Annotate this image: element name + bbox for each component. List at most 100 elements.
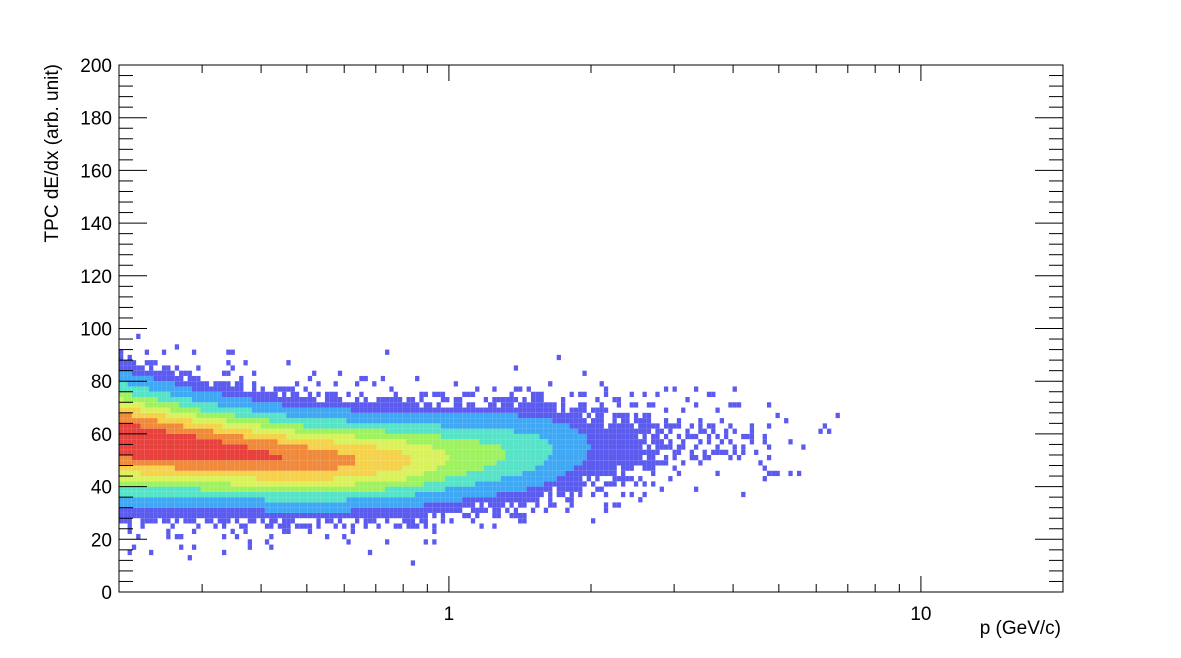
heatmap-cell <box>470 433 476 440</box>
heatmap-cell <box>367 402 373 408</box>
heatmap-cell <box>282 460 287 466</box>
heatmap-cell <box>127 412 132 419</box>
heatmap-cell <box>187 497 192 503</box>
heatmap-cell <box>256 502 261 508</box>
heatmap-cell <box>209 439 214 445</box>
heatmap-cell <box>230 454 235 461</box>
heatmap-cell <box>376 523 381 529</box>
heatmap-cell <box>410 512 416 519</box>
heatmap-cell <box>312 470 317 477</box>
heatmap-cell <box>127 470 132 477</box>
heatmap-cell <box>136 491 141 498</box>
heatmap-cell <box>221 470 227 477</box>
heatmap-cell <box>483 423 489 429</box>
heatmap-cell <box>269 454 274 461</box>
heatmap-cell <box>462 502 467 508</box>
heatmap-cell <box>324 428 330 434</box>
heatmap-cell <box>496 497 501 503</box>
heatmap-cell <box>230 476 235 482</box>
heatmap-cell <box>393 491 398 498</box>
heatmap-cell <box>324 486 330 492</box>
heatmap-cell <box>196 497 201 503</box>
heatmap-cell <box>350 454 355 461</box>
heatmap-cell <box>269 412 274 419</box>
heatmap-cell <box>359 507 364 513</box>
heatmap-cell <box>359 497 364 503</box>
heatmap-cell <box>389 433 394 440</box>
heatmap-cell <box>363 512 368 519</box>
heatmap-cell <box>204 486 210 492</box>
heatmap-cell <box>663 407 669 413</box>
heatmap-cell <box>552 481 557 487</box>
heatmap-cell <box>333 402 338 408</box>
heatmap-cell <box>157 391 162 398</box>
heatmap-cell <box>217 497 222 503</box>
heatmap-cell <box>256 423 261 429</box>
heatmap-cell <box>157 444 162 450</box>
heatmap-cell <box>402 418 407 424</box>
heatmap-cell <box>466 512 471 519</box>
heatmap-cell <box>573 418 579 424</box>
heatmap-cell <box>269 402 274 408</box>
heatmap-cell <box>209 423 214 429</box>
heatmap-cell <box>621 460 626 466</box>
heatmap-cell <box>578 476 583 482</box>
heatmap-cell <box>483 418 489 424</box>
heatmap-cell <box>741 433 746 440</box>
heatmap-cell <box>260 402 265 408</box>
heatmap-cell <box>350 418 355 424</box>
heatmap-cell <box>166 444 171 450</box>
heatmap-cell <box>500 491 506 498</box>
heatmap-cell <box>539 433 544 440</box>
heatmap-cell <box>161 486 167 492</box>
heatmap-cell <box>187 386 192 392</box>
heatmap-cell <box>410 412 416 419</box>
heatmap-cell <box>582 391 587 398</box>
heatmap-cell <box>213 497 218 503</box>
heatmap-cell <box>119 518 124 524</box>
heatmap-cell <box>187 370 192 376</box>
heatmap-cell <box>256 428 261 434</box>
heatmap-cell <box>324 481 330 487</box>
heatmap-cell <box>496 465 501 471</box>
heatmap-cell <box>724 428 729 434</box>
heatmap-cell <box>591 444 596 450</box>
heatmap-cell <box>548 454 553 461</box>
heatmap-cell <box>131 365 137 371</box>
heatmap-cell <box>470 465 476 471</box>
heatmap-cell <box>273 418 278 424</box>
heatmap-cell <box>191 428 197 434</box>
heatmap-cell <box>595 418 600 424</box>
heatmap-cell <box>449 476 454 482</box>
heatmap-cell <box>256 418 261 424</box>
heatmap-cell <box>633 454 639 461</box>
heatmap-cell <box>552 476 557 482</box>
heatmap-cell <box>530 470 536 477</box>
heatmap-cell <box>432 497 437 503</box>
heatmap-cell <box>693 486 699 492</box>
heatmap-cell <box>440 391 446 398</box>
heatmap-cell <box>217 512 222 519</box>
heatmap-cell <box>402 433 407 440</box>
heatmap-cell <box>136 370 141 376</box>
heatmap-cell <box>427 439 433 445</box>
heatmap-cell <box>140 418 145 424</box>
y-tick-label: 0 <box>101 583 112 604</box>
heatmap-cell <box>337 502 343 508</box>
heatmap-cell <box>252 486 257 492</box>
heatmap-cell <box>221 428 227 434</box>
heatmap-cell <box>483 507 489 513</box>
heatmap-cell <box>187 502 192 508</box>
heatmap-cell <box>320 502 325 508</box>
heatmap-cell <box>518 460 523 466</box>
heatmap-cell <box>196 481 201 487</box>
heatmap-cell <box>445 428 450 434</box>
heatmap-cell <box>389 502 394 508</box>
heatmap-cell <box>560 428 566 434</box>
heatmap-cell <box>127 386 132 392</box>
heatmap-cell <box>217 465 222 471</box>
heatmap-cell <box>213 523 218 529</box>
heatmap-cell <box>565 497 570 503</box>
heatmap-cell <box>440 428 446 434</box>
heatmap-cell <box>822 423 827 429</box>
